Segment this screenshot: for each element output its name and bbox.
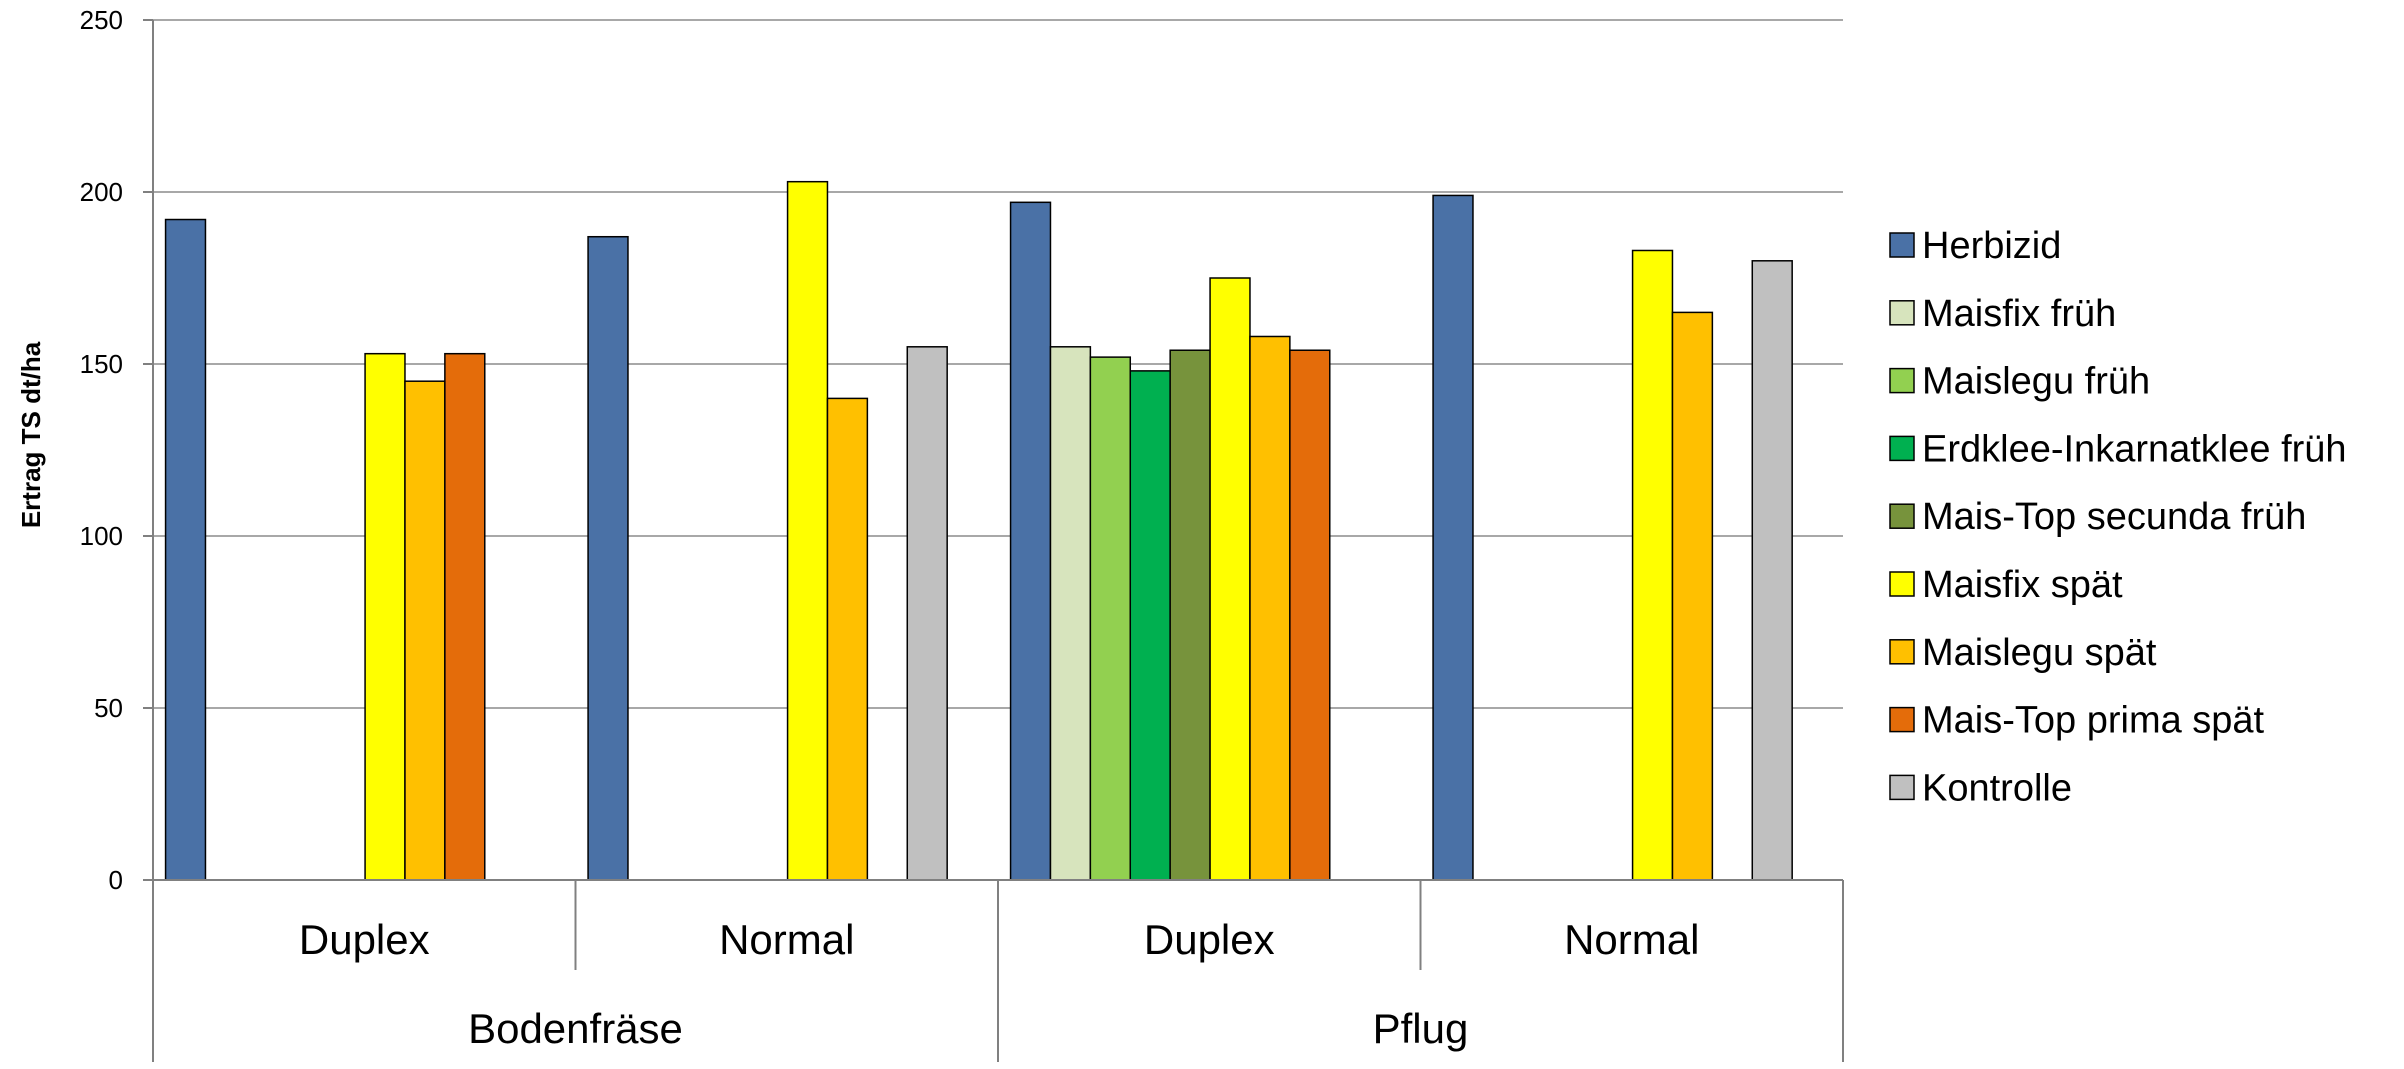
bars: [164, 180, 1793, 881]
bar-kontrolle: [1751, 260, 1793, 881]
y-tick-label: 200: [80, 177, 123, 207]
legend-swatch-maislegu-frueh: [1889, 367, 1915, 394]
bar-maislegu-spaet: [826, 397, 869, 881]
bar-maisfix-frueh: [1049, 346, 1092, 881]
legend-swatch-mais-top-prima-spaet: [1889, 706, 1915, 733]
legend-label: Maislegu spät: [1922, 632, 2157, 674]
legend-swatch-erdklee-inkarnatklee-frueh: [1889, 435, 1915, 462]
legend-label: Maisfix früh: [1922, 293, 2116, 335]
bar-mais-top-prima-spaet: [444, 352, 486, 881]
legend-label: Herbizid: [1922, 225, 2061, 267]
y-tick-label: 250: [80, 5, 123, 35]
bar-mais-top-secunda-frueh: [1169, 349, 1211, 881]
bar-herbizid: [587, 235, 629, 881]
legend-swatch-maislegu-spaet: [1889, 639, 1915, 665]
bar-maisfix-spaet: [1209, 277, 1251, 881]
group-label: Bodenfräse: [468, 1005, 683, 1052]
legend-swatch-maisfix-frueh: [1889, 300, 1915, 326]
bar-maisfix-spaet: [1631, 249, 1674, 881]
legend-label: Maislegu früh: [1922, 361, 2150, 403]
bar-kontrolle: [906, 346, 948, 881]
bar-herbizid: [1432, 194, 1474, 881]
y-axis-label: Ertrag TS dt/ha: [16, 341, 46, 528]
y-tick-label: 0: [109, 865, 123, 895]
legend-swatch-mais-top-secunda-frueh: [1889, 503, 1915, 529]
legend-label: Erdklee-Inkarnatklee früh: [1922, 428, 2347, 470]
legend: Herbizid Maisfix früh Maislegu früh Erdklee…: [1889, 225, 2347, 809]
bar-maisfix-spaet: [786, 180, 829, 881]
bar-maisfix-spaet: [364, 352, 406, 881]
category-label: Duplex: [299, 916, 430, 963]
legend-label: Mais-Top prima spät: [1922, 700, 2265, 742]
y-tick-label: 50: [94, 693, 123, 723]
legend-swatch-kontrolle: [1889, 774, 1915, 801]
category-label: Duplex: [1144, 916, 1275, 963]
bar-maislegu-spaet: [1671, 311, 1714, 881]
y-tick-label: 100: [80, 521, 123, 551]
legend-swatch-herbizid: [1889, 232, 1915, 258]
bar-maislegu-frueh: [1089, 356, 1132, 881]
bar-maislegu-spaet: [404, 380, 446, 881]
category-label: Normal: [719, 916, 854, 963]
y-axis: 0 50 100 150 200 250: [80, 5, 154, 895]
group-label: Pflug: [1373, 1005, 1469, 1052]
legend-label: Mais-Top secunda früh: [1922, 496, 2306, 538]
bar-herbizid: [164, 218, 207, 881]
bar-maislegu-spaet: [1249, 335, 1291, 881]
bar-mais-top-prima-spaet: [1289, 349, 1331, 881]
y-tick-label: 150: [80, 349, 123, 379]
legend-swatch-maisfix-spaet: [1889, 571, 1915, 597]
legend-label: Maisfix spät: [1922, 564, 2123, 606]
legend-label: Kontrolle: [1922, 767, 2072, 809]
bar-herbizid: [1009, 201, 1052, 881]
category-label: Normal: [1564, 916, 1699, 963]
bar-erdklee-inkarnatklee-frueh: [1129, 370, 1171, 881]
x-axis: Duplex Normal Duplex Normal Bodenfräse Pflug: [152, 879, 1844, 1062]
